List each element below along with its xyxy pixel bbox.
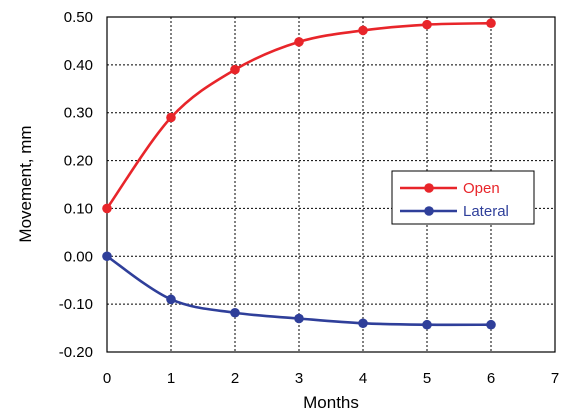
x-tick-label: 7 [551, 370, 559, 387]
data-point-open [358, 25, 368, 36]
data-point-open [230, 64, 240, 75]
x-tick-label: 2 [231, 370, 239, 387]
legend: Open Lateral [391, 170, 535, 225]
data-point-lateral [166, 294, 176, 305]
y-tick-label: -0.10 [59, 296, 93, 313]
legend-label-open: Open [463, 180, 500, 197]
y-tick-label: 0.50 [64, 9, 93, 26]
data-point-lateral [102, 251, 112, 262]
y-tick-label: 0.00 [64, 248, 93, 265]
data-point-open [166, 112, 176, 123]
legend-box [391, 170, 535, 225]
x-tick-label: 0 [103, 370, 111, 387]
y-tick-label: -0.20 [59, 344, 93, 361]
y-tick-label: 0.40 [64, 57, 93, 74]
data-point-lateral [358, 318, 368, 329]
y-axis-label: Movement, mm [16, 125, 35, 242]
y-axis: -0.20 -0.10 0.00 0.10 0.20 0.30 0.40 0.50 [59, 9, 93, 361]
x-tick-label: 3 [295, 370, 303, 387]
data-point-lateral [294, 313, 304, 324]
data-point-lateral [486, 319, 496, 330]
x-axis: 0 1 2 3 4 5 6 7 [103, 370, 559, 387]
x-tick-label: 6 [487, 370, 495, 387]
data-point-lateral [422, 319, 432, 330]
grid-lines [107, 17, 555, 352]
data-point-open [102, 203, 112, 214]
data-point-open [422, 19, 432, 30]
series-lateral [102, 251, 496, 330]
legend-marker-lateral [424, 206, 434, 216]
x-axis-label: Months [303, 393, 359, 412]
data-point-open [294, 37, 304, 47]
legend-marker-open [424, 183, 434, 193]
series-open [102, 18, 496, 214]
data-point-lateral [230, 307, 240, 318]
x-tick-label: 5 [423, 370, 431, 387]
legend-label-lateral: Lateral [463, 203, 509, 220]
y-tick-label: 0.20 [64, 153, 93, 170]
y-tick-label: 0.30 [64, 105, 93, 122]
plot-frame [106, 16, 556, 353]
x-tick-label: 1 [167, 370, 175, 387]
series-layer [102, 18, 496, 330]
y-tick-label: 0.10 [64, 200, 93, 217]
data-point-open [486, 18, 496, 29]
x-tick-label: 4 [359, 370, 367, 387]
